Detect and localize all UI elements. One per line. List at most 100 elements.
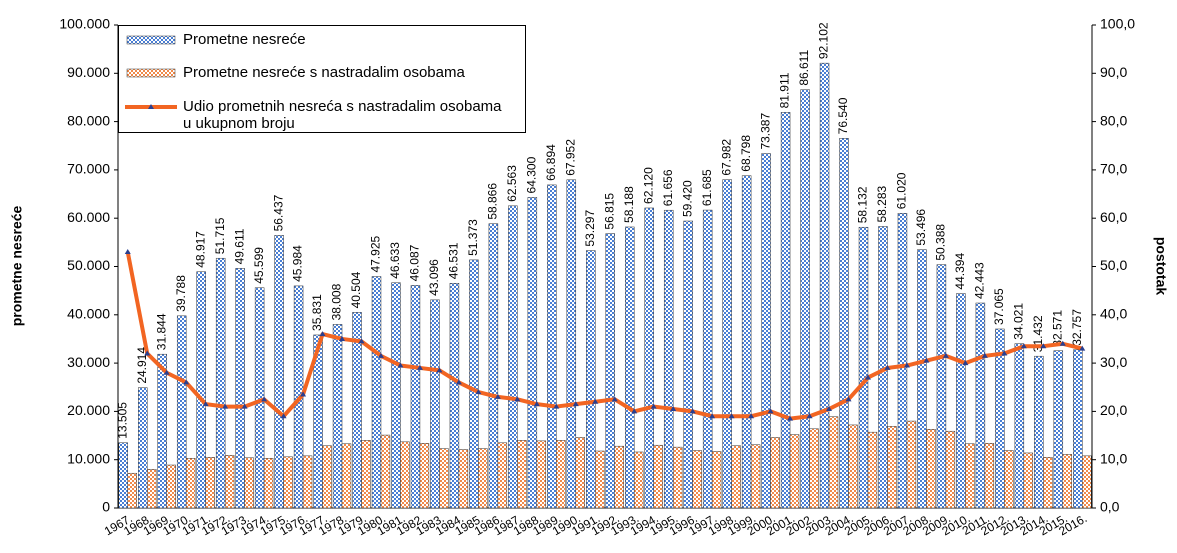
line-marker: [533, 401, 540, 407]
value-label: 59.420: [680, 180, 694, 217]
bar: [956, 293, 966, 509]
legend-item: Udio prometnih nesreća s nastradalim oso…: [125, 98, 513, 132]
y2-tick-label: 30,0: [1100, 354, 1127, 370]
line-marker: [884, 364, 891, 370]
line-marker: [767, 408, 774, 414]
bar: [644, 207, 654, 509]
bar: [196, 271, 206, 509]
legend: Prometne nesreće Prometne nesreće s nastr…: [118, 25, 526, 133]
value-label: 40.504: [349, 271, 363, 308]
value-label: 62.120: [641, 167, 655, 204]
value-label: 68.798: [739, 135, 753, 172]
line-marker: [962, 360, 969, 366]
line-marker: [241, 403, 248, 409]
bar: [410, 285, 421, 509]
bar: [146, 469, 157, 509]
bar: [1053, 350, 1064, 509]
bar: [166, 464, 176, 509]
line-marker: [1001, 350, 1008, 356]
y-tick-label: 40.000: [67, 306, 110, 322]
legend-swatch: [126, 35, 176, 45]
bar: [819, 62, 830, 509]
bar: [800, 89, 810, 509]
line-marker: [1040, 343, 1047, 349]
bar: [439, 448, 449, 509]
bar: [176, 315, 187, 509]
bar: [586, 250, 596, 509]
line-marker: [631, 408, 638, 414]
bar: [430, 299, 440, 509]
value-label: 58.132: [856, 186, 870, 223]
legend-item: Prometne nesreće: [125, 31, 513, 48]
line-marker: [124, 249, 131, 255]
value-label: 76.540: [836, 97, 850, 134]
bar: [469, 259, 479, 509]
line-marker: [1079, 345, 1086, 351]
line-marker: [689, 408, 696, 414]
bar: [917, 249, 927, 509]
y2-tick-label: 50,0: [1100, 257, 1127, 273]
value-label: 50.388: [934, 224, 948, 261]
bar: [702, 209, 713, 509]
line-marker: [572, 401, 579, 407]
line-marker: [903, 362, 910, 368]
bar: [547, 184, 557, 509]
bar: [352, 312, 362, 509]
y2-tick-label: 90,0: [1100, 64, 1127, 80]
line-marker: [416, 364, 423, 370]
bar: [711, 451, 722, 509]
line-marker: [222, 403, 229, 409]
value-label: 43.096: [427, 259, 441, 296]
bar: [224, 455, 235, 509]
line-marker: [319, 331, 326, 337]
bar: [995, 328, 1005, 509]
bar: [263, 458, 274, 509]
bar: [614, 445, 624, 509]
line-marker: [397, 362, 404, 368]
y-tick-label: 70.000: [67, 161, 110, 177]
value-label: 53.496: [914, 209, 928, 246]
value-label: 92.102: [817, 22, 831, 59]
value-label: 49.611: [232, 228, 246, 264]
legend-label: Prometne nesreće: [183, 31, 306, 48]
bar: [828, 416, 839, 509]
y-tick-label: 80.000: [67, 112, 110, 128]
bar: [478, 448, 488, 509]
legend-label: Prometne nesreće s nastradalim osobama: [183, 64, 465, 81]
bar: [371, 276, 382, 509]
value-label: 66.894: [544, 144, 558, 181]
line-marker: [923, 357, 930, 363]
bar: [731, 445, 741, 509]
bar: [741, 175, 752, 509]
y2-tick-label: 20,0: [1100, 402, 1127, 418]
value-label: 51.373: [466, 219, 480, 256]
bar: [867, 431, 878, 509]
y2-tick-label: 0,0: [1100, 499, 1120, 515]
line-marker: [358, 338, 365, 344]
bar: [138, 387, 148, 509]
value-label: 56.815: [602, 193, 616, 230]
line-marker: [144, 350, 151, 356]
value-label: 53.297: [583, 210, 597, 247]
value-label: 45.984: [291, 245, 305, 282]
bar: [283, 456, 293, 509]
bar: [536, 440, 547, 509]
line-marker: [845, 396, 852, 402]
bar: [965, 443, 975, 509]
y2-axis-title: postotak: [1153, 237, 1169, 296]
value-label: 58.188: [622, 186, 636, 223]
bar: [653, 444, 663, 509]
line-marker: [514, 396, 521, 402]
bar: [419, 443, 430, 509]
bar: [595, 450, 605, 509]
bar: [215, 257, 226, 509]
bar: [185, 458, 196, 509]
bar: [341, 443, 352, 509]
bar: [663, 209, 674, 509]
y2-tick-label: 60,0: [1100, 209, 1127, 225]
bar: [1004, 450, 1014, 509]
line-marker: [650, 403, 657, 409]
value-label: 86.611: [797, 50, 811, 86]
bar: [839, 138, 849, 509]
